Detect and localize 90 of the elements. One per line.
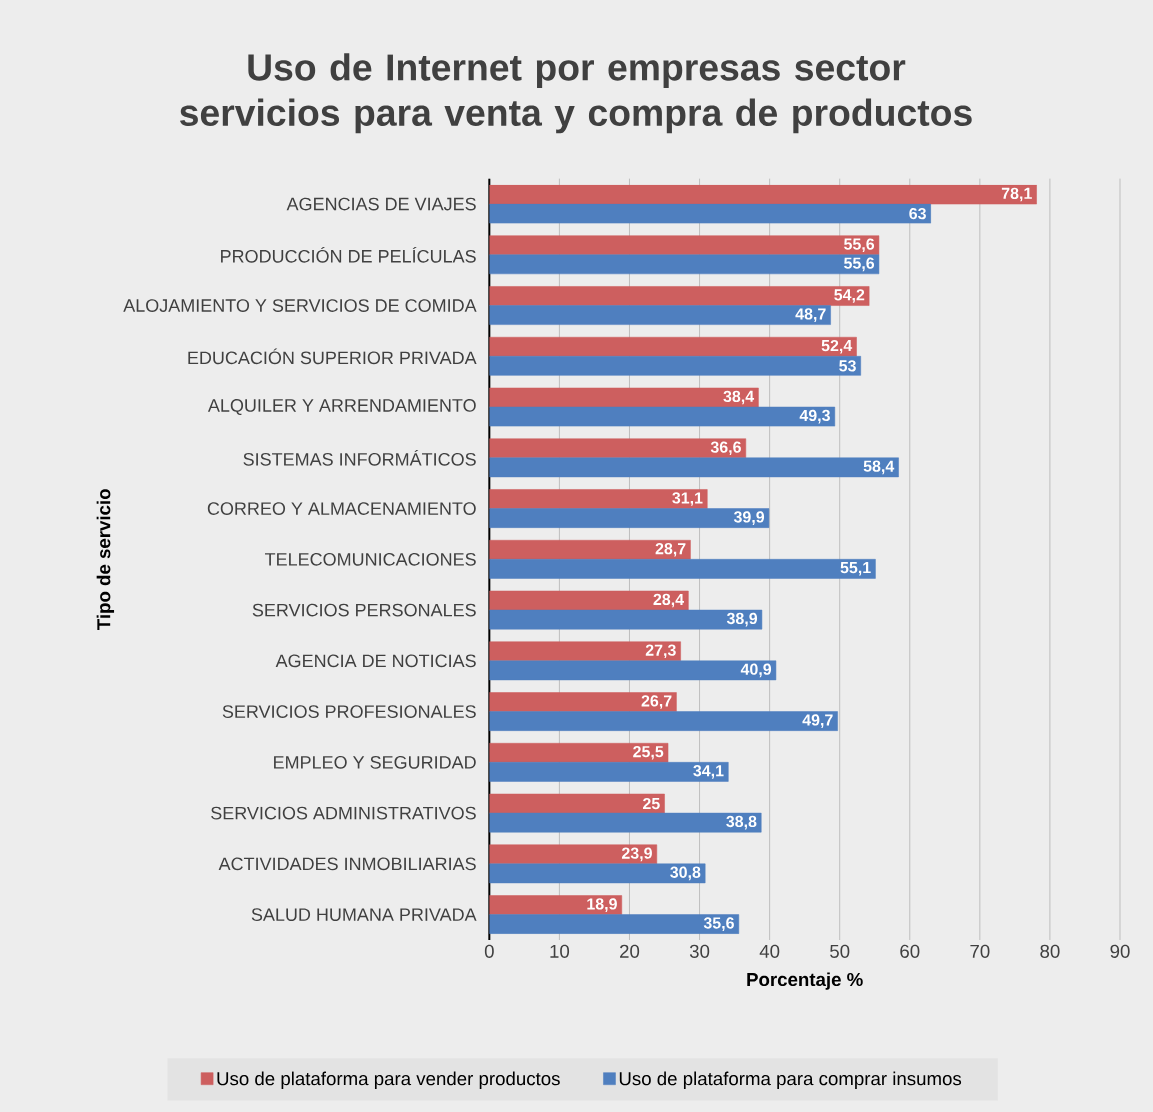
- data-label: 55,1: [840, 562, 871, 576]
- data-label: 25: [643, 797, 660, 810]
- chart-title: Uso de Internet por empresas sector servicios para venta y compra de productos: [180, 53, 972, 134]
- bar: [489, 844, 658, 865]
- bar: [489, 184, 1037, 205]
- data-label: 39,9: [733, 511, 765, 525]
- y-tick-label: SERVICIOS PROFESIONALES: [222, 705, 476, 718]
- data-label: 25,5: [633, 745, 664, 760]
- x-tick-label: 30: [689, 944, 710, 958]
- y-tick-label: AGENCIA DE NOTICIAS: [275, 654, 476, 668]
- legend-label: Uso de plataforma para vender productos: [217, 1071, 560, 1089]
- y-tick-label: PRODUCCIÓN DE PELÍCULAS: [221, 246, 476, 263]
- x-tick-label: 60: [900, 944, 920, 958]
- data-label: 28,7: [655, 542, 686, 557]
- x-tick-label: 80: [1040, 944, 1060, 958]
- data-label: 53: [839, 360, 856, 372]
- data-label: 30,8: [670, 866, 701, 881]
- data-label: 31,1: [672, 492, 703, 506]
- bar: [489, 711, 838, 731]
- x-axis-title: Porcentaje %: [747, 972, 863, 990]
- bar: [489, 336, 857, 357]
- legend-label: Uso de plataforma para comprar insumos: [619, 1071, 962, 1089]
- x-tick-label: 10: [550, 944, 570, 958]
- data-label: 49,3: [799, 409, 830, 424]
- data-label: 28,4: [653, 593, 684, 608]
- data-label: 26,7: [641, 695, 672, 709]
- data-label: 58,4: [863, 460, 895, 475]
- data-label: 38,4: [723, 390, 755, 405]
- y-tick-label: SALUD HUMANA PRIVADA: [251, 908, 477, 921]
- bar: [489, 762, 729, 782]
- bar: [489, 793, 665, 814]
- data-label: 55,6: [844, 257, 875, 272]
- bar: [489, 559, 876, 579]
- bar: [489, 895, 623, 915]
- bar: [489, 203, 932, 224]
- bar: [489, 489, 708, 509]
- bar: [489, 590, 689, 611]
- y-tick-label: SISTEMAS INFORMÁTICOS: [243, 449, 476, 466]
- y-axis-title: Tipo de servicio: [96, 489, 115, 630]
- x-tick-label: 90: [1110, 944, 1130, 958]
- data-label: 48,7: [795, 308, 826, 322]
- bar: [489, 438, 747, 459]
- data-label: 38,9: [726, 612, 758, 627]
- y-tick-label: TELECOMUNICACIONES: [264, 552, 476, 566]
- data-label: 63: [909, 207, 926, 220]
- x-tick-label: 0: [484, 944, 494, 958]
- bar: [489, 406, 836, 427]
- y-tick-label: ALQUILER Y ARRENDAMIENTO: [207, 399, 476, 416]
- data-label: 54,2: [834, 289, 865, 303]
- x-tick-label: 50: [830, 944, 850, 958]
- data-label: 18,9: [587, 898, 617, 912]
- data-label: 27,3: [645, 644, 676, 659]
- y-tick-label: ACTIVIDADES INMOBILIARIAS: [218, 857, 476, 871]
- y-tick-label: SERVICIOS ADMINISTRATIVOS: [211, 806, 476, 820]
- bar: [489, 539, 691, 560]
- y-tick-label: SERVICIOS PERSONALES: [252, 603, 476, 617]
- x-tick-label: 20: [620, 944, 640, 958]
- bar: [489, 609, 763, 630]
- y-tick-label: AGENCIAS DE VIAJES: [286, 197, 476, 211]
- bar: [489, 863, 706, 884]
- data-label: 36,6: [710, 441, 741, 456]
- bar: [489, 235, 880, 256]
- bar: [489, 914, 740, 934]
- data-label: 78,1: [1001, 187, 1032, 202]
- y-tick-label: EDUCACIÓN SUPERIOR PRIVADA: [188, 348, 477, 365]
- bar: [489, 743, 669, 763]
- data-label: 49,7: [802, 714, 833, 728]
- x-tick-label: 70: [970, 944, 990, 958]
- bar: [489, 660, 777, 681]
- bar: [489, 692, 677, 712]
- bar: [489, 508, 770, 528]
- bar: [489, 254, 880, 275]
- data-label: 34,1: [693, 765, 724, 779]
- bar: [489, 356, 861, 376]
- bar: [489, 641, 681, 662]
- y-tick-label: EMPLEO Y SEGURIDAD: [274, 755, 476, 769]
- x-tick-label: 40: [759, 944, 780, 958]
- bar: [489, 812, 762, 833]
- bar: [489, 305, 831, 325]
- data-label: 23,9: [621, 847, 652, 862]
- bar: [489, 286, 870, 306]
- y-tick-label: ALOJAMIENTO Y SERVICIOS DE COMIDA: [123, 299, 477, 312]
- y-tick-label: CORREO Y ALMACENAMIENTO: [207, 502, 476, 515]
- bar: [489, 387, 759, 408]
- data-label: 55,6: [844, 238, 875, 253]
- data-label: 38,8: [726, 815, 757, 830]
- data-label: 40,9: [740, 663, 772, 678]
- bar: [489, 457, 899, 478]
- data-label: 35,6: [703, 917, 734, 931]
- data-label: 52,4: [821, 339, 853, 354]
